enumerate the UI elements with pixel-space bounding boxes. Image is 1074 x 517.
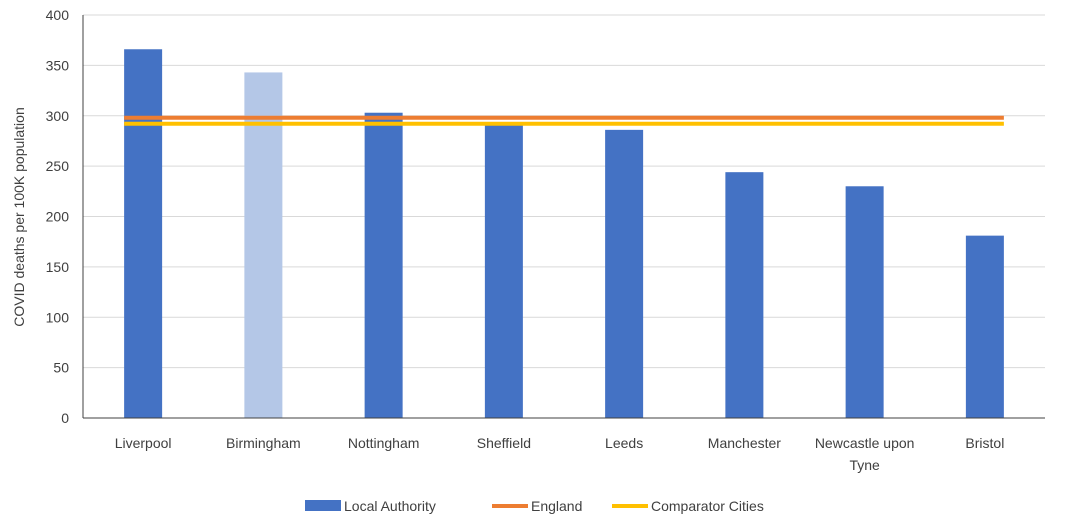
x-tick-label: Newcastle upon Tyne	[815, 435, 915, 473]
y-tick-label: 0	[61, 410, 69, 426]
bar	[725, 172, 764, 418]
bar	[845, 186, 884, 418]
x-tick-label: Birmingham	[226, 435, 301, 451]
gridlines	[83, 14, 1045, 369]
x-tick-label: Manchester	[708, 435, 781, 451]
legend-label: Comparator Cities	[651, 498, 764, 514]
y-tick-label: 150	[46, 259, 70, 275]
x-tick-label: Nottingham	[348, 435, 420, 451]
y-tick-label: 350	[46, 57, 70, 73]
x-tick-labels: Liverpool Birmingham Nottingham Sheffield Le…	[115, 435, 1005, 473]
bar	[124, 49, 163, 418]
bar	[605, 129, 644, 419]
bar	[484, 122, 523, 419]
legend-label: Local Authority	[344, 498, 436, 514]
y-tick-label: 300	[46, 108, 70, 124]
x-tick-label: Leeds	[605, 435, 643, 451]
y-axis-title: COVID deaths per 100K population	[11, 107, 27, 326]
bar	[364, 112, 403, 418]
y-tick-label: 400	[46, 7, 70, 23]
bars	[124, 49, 1004, 419]
legend-label: England	[531, 498, 582, 514]
bar	[244, 72, 283, 419]
y-tick-label: 250	[46, 158, 70, 174]
y-tick-label: 50	[53, 360, 69, 376]
y-tick-label: 200	[46, 209, 70, 225]
x-tick-label: Sheffield	[477, 435, 531, 451]
x-tick-label: Bristol	[965, 435, 1004, 451]
reference-lines	[124, 115, 1004, 126]
y-tick-labels: 0 50 100 150 200 250 300 350 400	[46, 7, 70, 426]
x-tick-label: Liverpool	[115, 435, 172, 451]
legend-swatch	[305, 500, 341, 511]
legend: Local Authority England Comparator Cities	[305, 498, 764, 514]
y-tick-label: 100	[46, 309, 70, 325]
axes	[82, 15, 1045, 419]
bar	[965, 235, 1004, 418]
